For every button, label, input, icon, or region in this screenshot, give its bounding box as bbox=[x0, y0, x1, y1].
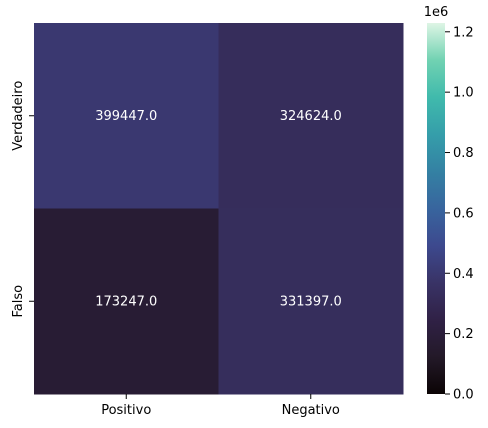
colorbar-gradient bbox=[427, 23, 445, 394]
x-tick-label: Negativo bbox=[282, 403, 340, 418]
heatmap-cell bbox=[34, 23, 219, 209]
colorbar-tick-label: 0.2 bbox=[453, 327, 474, 342]
y-tick-label: Verdadeiro bbox=[11, 81, 26, 151]
cell-value-label: 173247.0 bbox=[95, 294, 157, 309]
colorbar-tick-label: 0.4 bbox=[453, 267, 474, 282]
heatmap-cell-labels: 399447.0 324624.0 173247.0 331397.0 bbox=[95, 109, 342, 310]
heatmap-cell bbox=[218, 208, 404, 395]
colorbar: 0.0 0.2 0.4 0.6 0.8 1.0 1.2 1e6 bbox=[424, 5, 474, 403]
colorbar-tick-label: 0.0 bbox=[453, 388, 474, 403]
y-axis: Verdadeiro Falso bbox=[11, 81, 34, 318]
colorbar-tick-label: 0.8 bbox=[453, 146, 474, 161]
colorbar-tick-label: 1.0 bbox=[453, 86, 474, 101]
heatmap-cell bbox=[218, 23, 404, 209]
cell-value-label: 399447.0 bbox=[95, 109, 157, 124]
heatmap-cell bbox=[34, 208, 219, 395]
cell-value-label: 324624.0 bbox=[280, 109, 342, 124]
x-axis: Positivo Negativo bbox=[101, 394, 340, 418]
colorbar-ticks: 0.0 0.2 0.4 0.6 0.8 1.0 1.2 bbox=[445, 25, 474, 403]
colorbar-tick-label: 1.2 bbox=[453, 25, 474, 40]
y-tick-label: Falso bbox=[11, 285, 26, 318]
colorbar-tick-label: 0.6 bbox=[453, 206, 474, 221]
x-tick-label: Positivo bbox=[101, 403, 151, 418]
cell-value-label: 331397.0 bbox=[280, 294, 342, 309]
heatmap-cells bbox=[34, 23, 404, 395]
colorbar-multiplier: 1e6 bbox=[424, 5, 449, 20]
